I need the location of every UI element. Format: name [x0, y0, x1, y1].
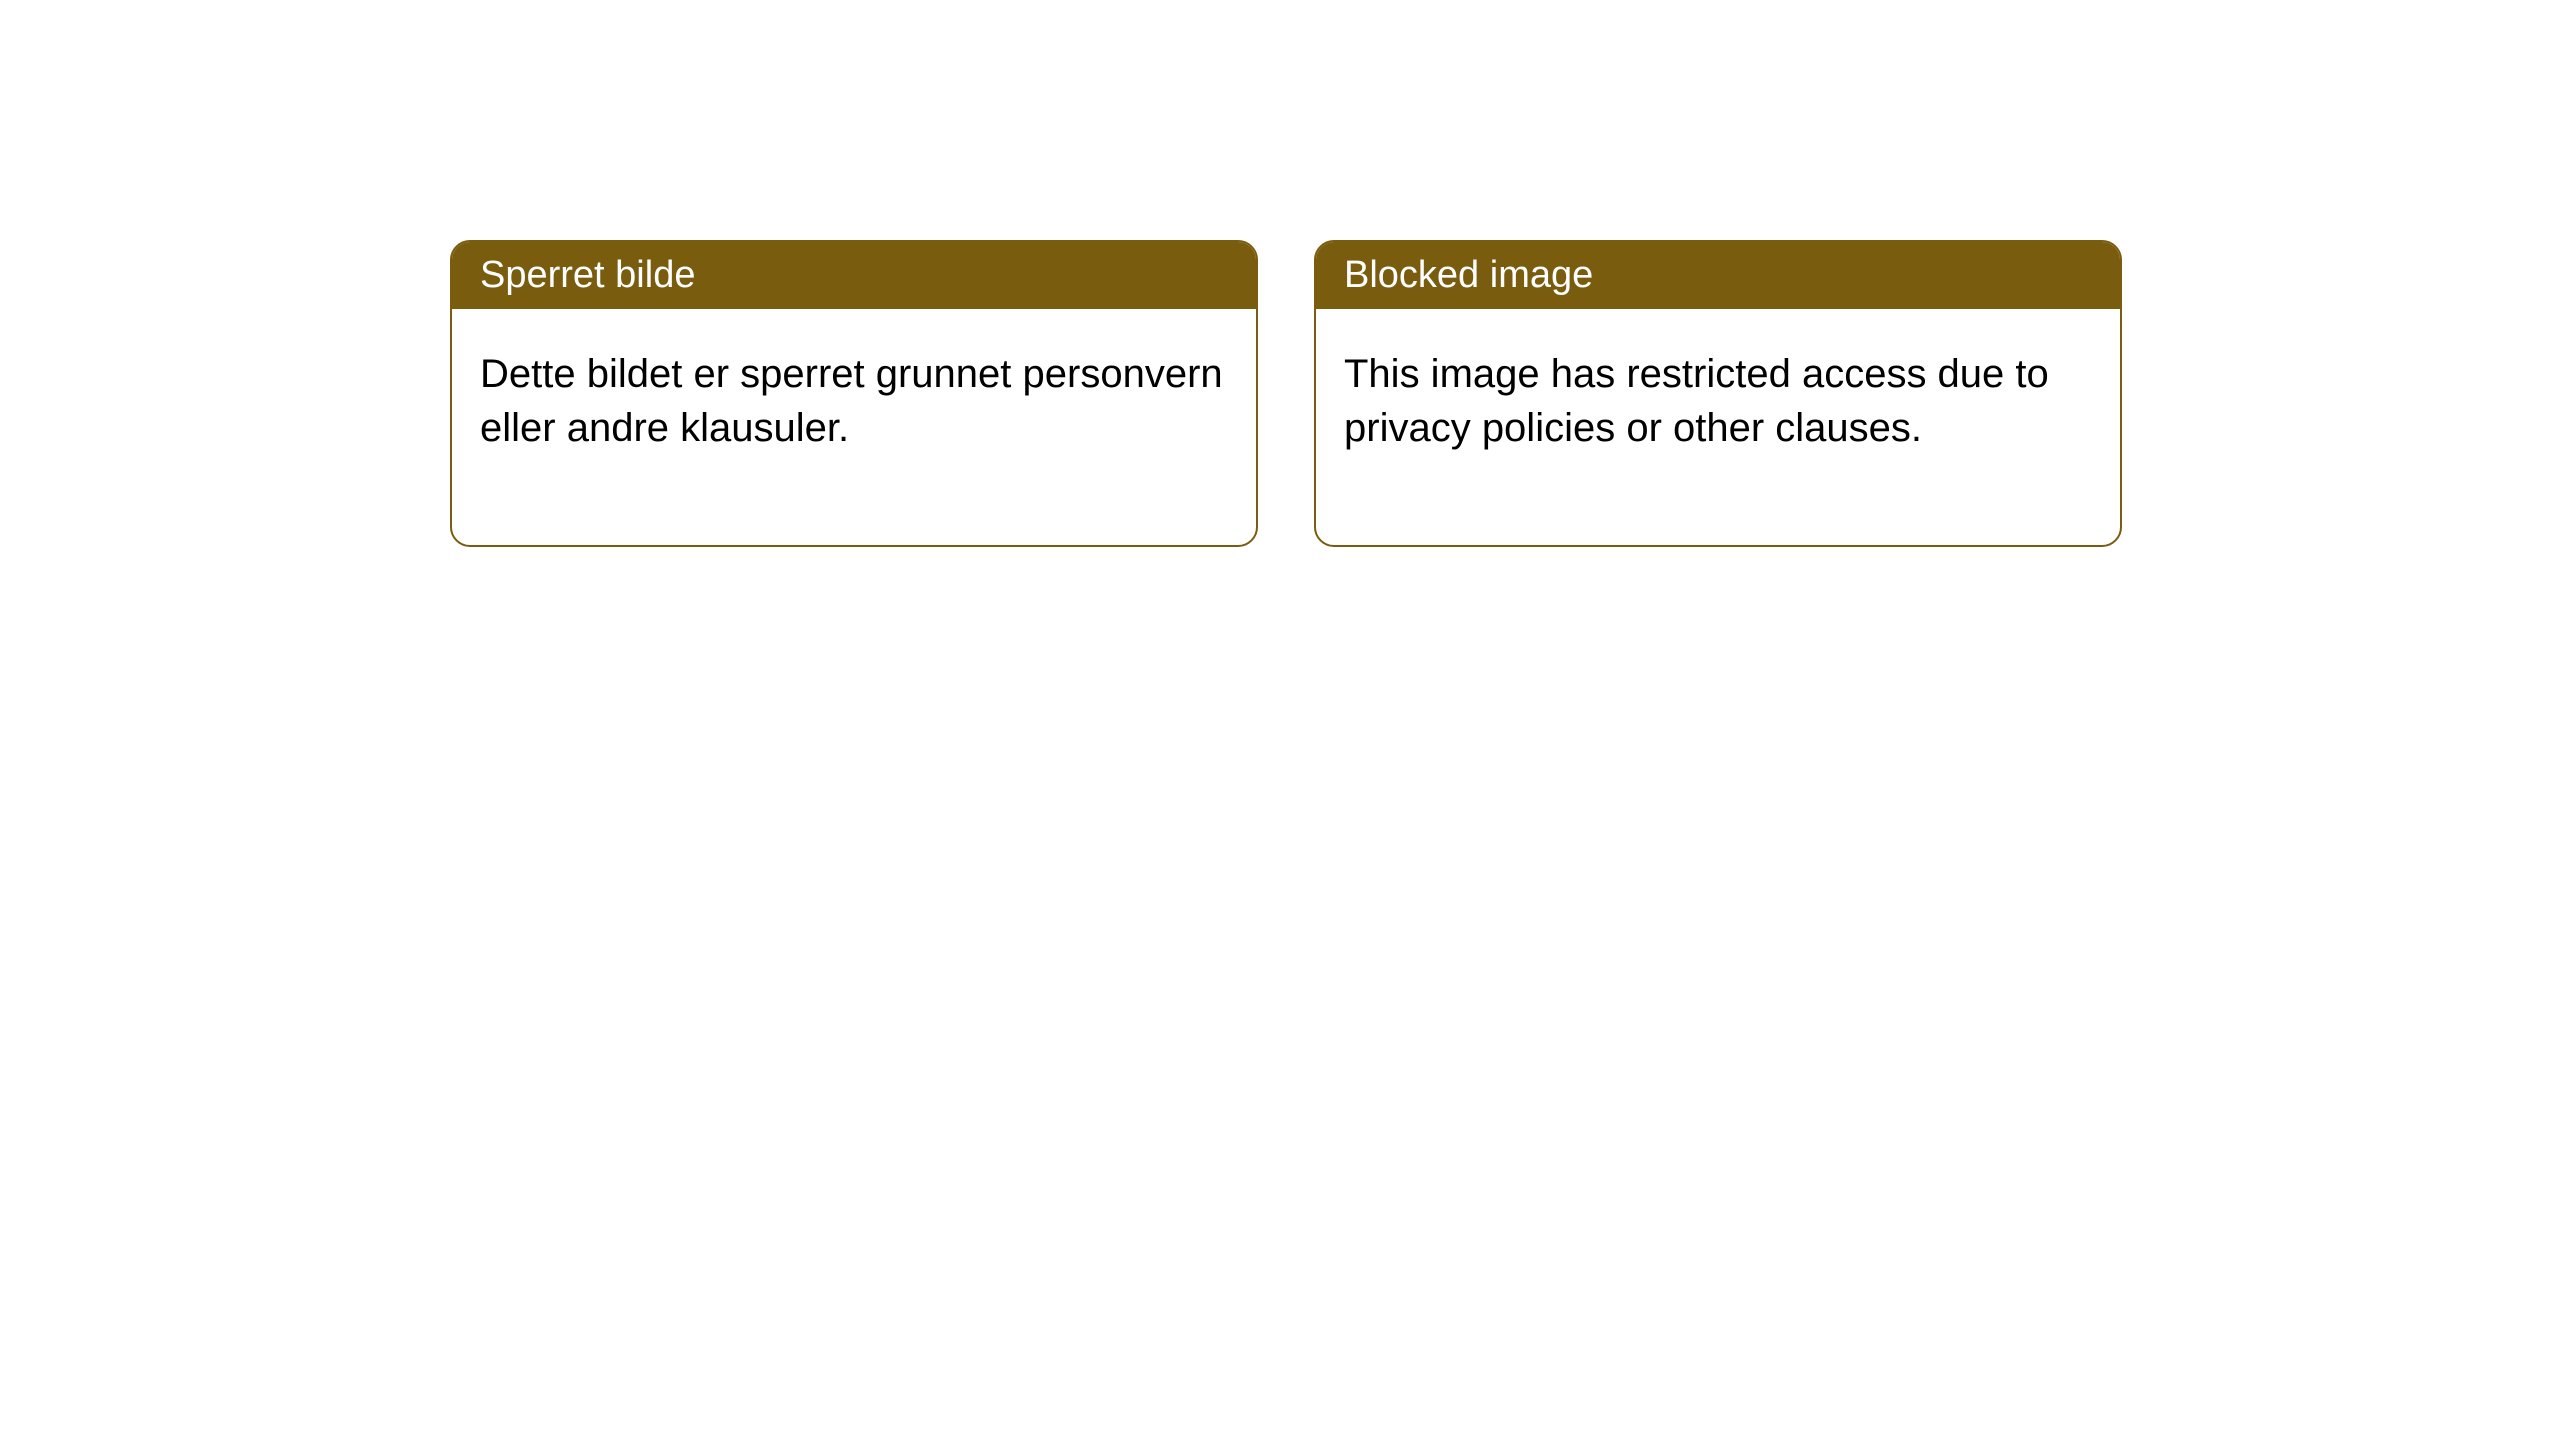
card-title: Sperret bilde	[480, 254, 695, 296]
card-body-text: Dette bildet er sperret grunnet personve…	[480, 352, 1223, 450]
notice-card-norwegian: Sperret bilde Dette bildet er sperret gr…	[450, 240, 1258, 547]
card-header: Blocked image	[1316, 242, 2120, 309]
notice-card-english: Blocked image This image has restricted …	[1314, 240, 2122, 547]
card-body: Dette bildet er sperret grunnet personve…	[452, 309, 1256, 545]
card-title: Blocked image	[1344, 254, 1593, 296]
notice-container: Sperret bilde Dette bildet er sperret gr…	[450, 240, 2122, 547]
card-header: Sperret bilde	[452, 242, 1256, 309]
card-body: This image has restricted access due to …	[1316, 309, 2120, 545]
card-body-text: This image has restricted access due to …	[1344, 352, 2049, 450]
